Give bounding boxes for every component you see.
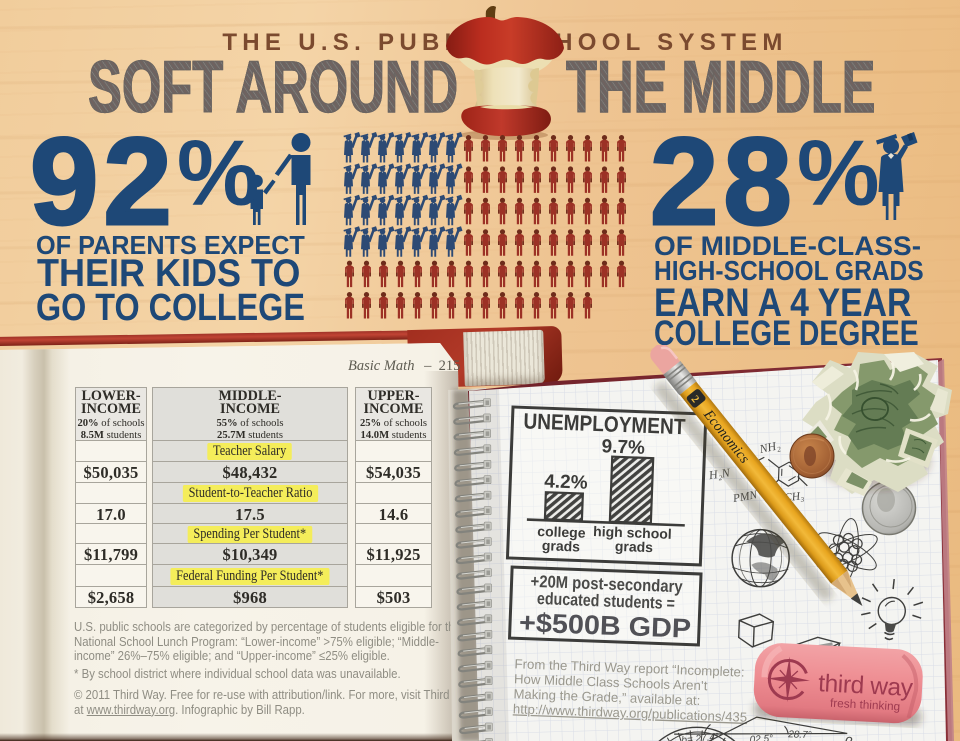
svg-text:β: β (843, 734, 854, 741)
svg-text:NH₂: NH₂ (757, 438, 781, 456)
svg-text:grads: grads (615, 538, 654, 555)
svg-text:third way: third way (818, 670, 915, 702)
svg-text:How Middle Class Schools Aren’: How Middle Class Schools Aren’t (514, 671, 708, 693)
svg-text:+$500B GDP: +$500B GDP (519, 607, 692, 643)
svg-text:grads: grads (542, 537, 581, 554)
svg-text:UNEMPLOYMENT: UNEMPLOYMENT (523, 408, 686, 439)
svg-text:9.7%: 9.7% (601, 436, 645, 459)
svg-text:high school: high school (593, 523, 672, 542)
svg-text:28.7°: 28.7° (787, 729, 812, 741)
svg-text:b= 27.4°: b= 27.4° (681, 732, 720, 741)
svg-text:4.2%: 4.2% (544, 471, 588, 494)
svg-text:02.5°: 02.5° (749, 733, 773, 741)
svg-text:college: college (537, 523, 586, 541)
svg-text:Making the Grade,” available a: Making the Grade,” available at: (513, 686, 700, 708)
svg-text:fresh thinking: fresh thinking (830, 696, 901, 714)
